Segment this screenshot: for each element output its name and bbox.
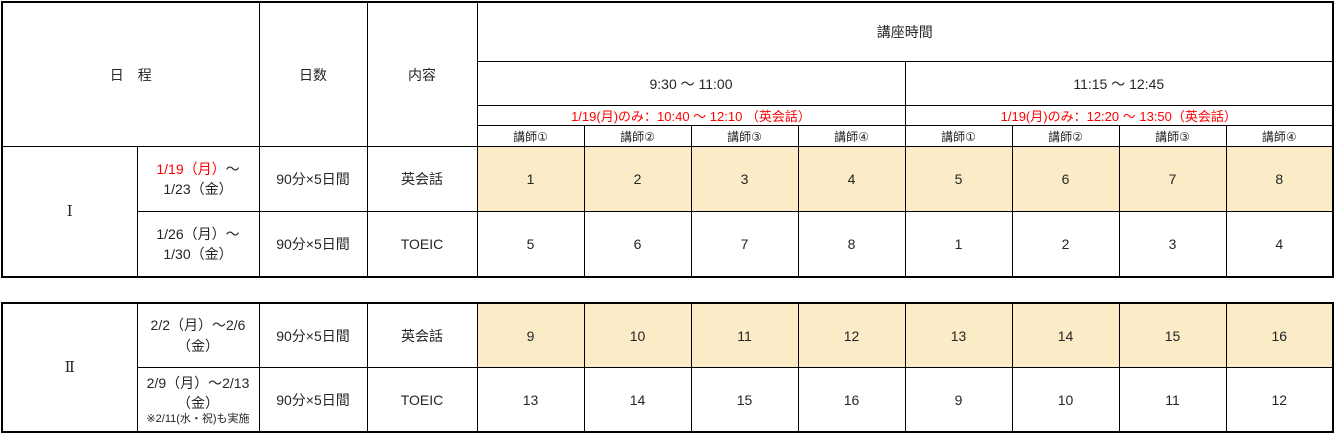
slot1-teacher-1-header: 講師① [476, 125, 585, 147]
session-cell: 9 [476, 302, 585, 368]
session-cell: 8 [797, 211, 906, 278]
session-cell: 12 [797, 302, 906, 368]
session-cell: 10 [583, 302, 692, 368]
session-cell: 3 [690, 146, 799, 212]
content-week4: TOEIC [366, 367, 478, 433]
slot1-teacher-3-header: 講師③ [690, 125, 799, 147]
session-cell: 4 [797, 146, 906, 212]
time-slot-2: 11:15 ～ 12:45 [904, 61, 1334, 106]
date-line-1: 2/2（月）～2/6 [150, 317, 246, 334]
session-cell: 11 [1118, 367, 1227, 433]
session-cell: 9 [904, 367, 1013, 433]
date-highlight-red: 1/19（月） [156, 160, 226, 177]
date-range-week2: 1/26（月）～ 1/30（金） [136, 211, 260, 278]
date-line-2: （金） [177, 337, 219, 354]
date-tilde: ～ [225, 160, 240, 177]
session-cell: 6 [583, 211, 692, 278]
session-cell: 16 [797, 367, 906, 433]
session-cell: 10 [1011, 367, 1120, 433]
session-cell: 3 [1118, 211, 1227, 278]
session-cell: 7 [1118, 146, 1227, 212]
session-cell: 7 [690, 211, 799, 278]
session-cell: 1 [904, 211, 1013, 278]
session-cell: 6 [1011, 146, 1120, 212]
session-cell: 14 [583, 367, 692, 433]
header-course-time: 講座時間 [476, 1, 1334, 62]
date-line-2: 1/23（金） [163, 181, 233, 197]
days-week4: 90分×5日間 [258, 367, 368, 433]
session-cell: 2 [583, 146, 692, 212]
date-range-week1: 1/19（月）～ 1/23（金） [136, 146, 260, 212]
slot2-teacher-3-header: 講師③ [1118, 125, 1227, 147]
slot1-teacher-4-header: 講師④ [797, 125, 906, 147]
header-date: 日 程 [1, 1, 260, 147]
session-cell: 2 [1011, 211, 1120, 278]
header-content: 内容 [366, 1, 478, 147]
time-slot-1-exception-note: 1/19(月)のみ：10:40 ～ 12:10 （英会話） [476, 105, 906, 126]
date-line-2: 1/30（金） [163, 246, 233, 262]
date-range-week4: 2/9（月）～2/13 （金） ※2/11(水・祝)も実施 [136, 367, 260, 433]
date-line-2: （金） [177, 394, 219, 411]
time-slot-1: 9:30 ～ 11:00 [476, 61, 906, 106]
session-cell: 5 [476, 211, 585, 278]
session-cell: 15 [1118, 302, 1227, 368]
section-2-roman-numeral: Ⅱ [64, 360, 75, 376]
session-cell: 5 [904, 146, 1013, 212]
time-slot-2-exception-note: 1/19(月)のみ：12:20 ～ 13:50（英会話） [904, 105, 1334, 126]
date-line-1: 1/19（月）～ [138, 159, 258, 179]
schedule-table-section-1: 日 程 日数 内容 講座時間 9:30 ～ 11:00 11:15 ～ 12:4… [1, 1, 1334, 278]
slot1-teacher-2-header: 講師② [583, 125, 692, 147]
section-1-label: Ⅰ [1, 146, 138, 278]
days-week1: 90分×5日間 [258, 146, 368, 212]
date-line-1: 1/26（月）～ [156, 225, 240, 242]
content-week1: 英会話 [366, 146, 478, 212]
content-week3: 英会話 [366, 302, 478, 368]
date-line-1: 2/9（月）～2/13 [146, 374, 250, 391]
session-cell: 16 [1225, 302, 1334, 368]
header-days: 日数 [258, 1, 368, 147]
section-2-label: Ⅱ [1, 302, 138, 433]
session-cell: 1 [476, 146, 585, 212]
session-cell: 14 [1011, 302, 1120, 368]
session-cell: 15 [690, 367, 799, 433]
date-range-week3: 2/2（月）～2/6 （金） [136, 302, 260, 368]
slot2-teacher-4-header: 講師④ [1225, 125, 1334, 147]
session-cell: 11 [690, 302, 799, 368]
session-cell: 8 [1225, 146, 1334, 212]
session-cell: 12 [1225, 367, 1334, 433]
section-1-roman-numeral: Ⅰ [66, 204, 73, 220]
session-cell: 13 [476, 367, 585, 433]
slot2-teacher-1-header: 講師① [904, 125, 1013, 147]
days-week2: 90分×5日間 [258, 211, 368, 278]
session-cell: 13 [904, 302, 1013, 368]
content-week2: TOEIC [366, 211, 478, 278]
days-week3: 90分×5日間 [258, 302, 368, 368]
session-cell: 4 [1225, 211, 1334, 278]
schedule-table-section-2: Ⅱ 2/2（月）～2/6 （金） 90分×5日間 英会話 9 10 11 12 … [1, 302, 1334, 433]
holiday-note: ※2/11(水・祝)も実施 [146, 413, 250, 426]
slot2-teacher-2-header: 講師② [1011, 125, 1120, 147]
